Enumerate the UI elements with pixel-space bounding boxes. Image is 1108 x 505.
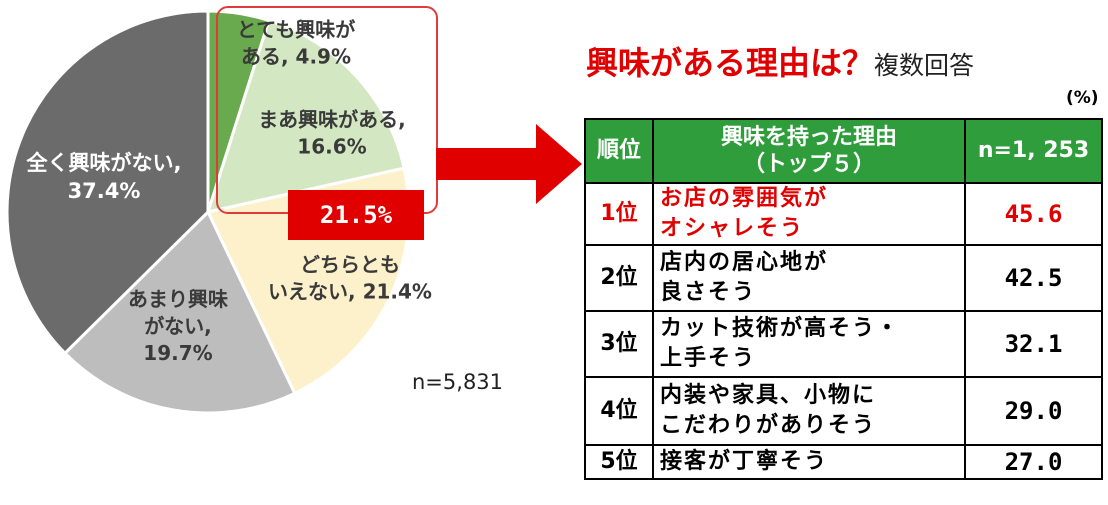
header-value: n=1, 253 xyxy=(964,118,1103,184)
row-rank: 3位 xyxy=(584,310,654,378)
table-row: 4位 内装や家具、小物に こだわりがありそう 29.0 xyxy=(584,376,1103,446)
pie-label-line: 37.4% xyxy=(68,179,141,203)
table-row: 3位 カット技術が高そう・ 上手そう 32.1 xyxy=(584,310,1103,378)
table-title: 興味がある理由は？複数回答 xyxy=(586,38,974,84)
row-reason: 店内の居心地が 良さそう xyxy=(652,244,966,312)
row-reason-line: 上手そう xyxy=(660,346,757,371)
pie-label-line: あまり興味 xyxy=(128,287,228,311)
pie-label-line: いえない, 21.4% xyxy=(268,280,432,304)
row-value: 42.5 xyxy=(964,244,1103,312)
pie-label-line: 19.7% xyxy=(143,341,212,365)
table-row: 5位 接客が丁寧そう 27.0 xyxy=(584,444,1103,480)
row-reason-line: 良さそう xyxy=(660,280,757,305)
pie-slice-label: どちらともいえない, 21.4% xyxy=(268,253,432,304)
row-value: 27.0 xyxy=(964,444,1103,480)
row-value: 45.6 xyxy=(964,182,1103,246)
row-reason-line: こだわりがありそう xyxy=(660,413,877,438)
table-title-main: 興味がある理由は？ xyxy=(586,44,875,82)
pie-slice-label: あまり興味がない, 19.7% xyxy=(128,287,228,365)
row-reason-line: 店内の居心地が xyxy=(660,250,829,275)
pie-slice xyxy=(205,18,406,215)
table-header-row: 順位 興味を持った理由 （トップ５） n=1, 253 xyxy=(584,118,1103,184)
row-rank: 5位 xyxy=(584,444,654,480)
row-rank: 2位 xyxy=(584,244,654,312)
pie-slice-label: 全く興味がない, 37.4% xyxy=(26,151,182,203)
row-rank: 1位 xyxy=(584,182,654,246)
row-value: 29.0 xyxy=(964,376,1103,446)
row-reason-line: お店の雰囲気が xyxy=(660,186,829,211)
pie-slice xyxy=(62,209,297,415)
row-reason: カット技術が高そう・ 上手そう xyxy=(652,310,966,378)
pie-slice-label: まあ興味がある, 16.6% xyxy=(258,108,406,159)
pie-label-line: がない, xyxy=(144,314,212,338)
table-unit: (%) xyxy=(1066,88,1099,108)
header-reason: 興味を持った理由 （トップ５） xyxy=(652,118,966,184)
row-rank: 4位 xyxy=(584,376,654,446)
header-reason-line: 興味を持った理由 xyxy=(720,124,897,150)
pie-labels: とても興味がある, 4.9% まあ興味がある, 16.6% どちらともいえない, 21… xyxy=(26,18,432,366)
table-title-sub: 複数回答 xyxy=(874,51,975,80)
row-reason: 内装や家具、小物に こだわりがありそう xyxy=(652,376,966,446)
table-row: 2位 店内の居心地が 良さそう 42.5 xyxy=(584,244,1103,312)
pie-sample-size: n=5,831 xyxy=(412,370,504,394)
interest-highlight-box xyxy=(216,6,438,214)
table-row: 1位 お店の雰囲気が オシャレそう 45.6 xyxy=(584,182,1103,246)
pie-slice xyxy=(5,9,210,356)
red-arrow-icon xyxy=(436,124,582,204)
pie-label-line: とても興味が xyxy=(237,18,355,42)
row-reason-line: オシャレそう xyxy=(660,216,805,241)
row-value: 32.1 xyxy=(964,310,1103,378)
header-reason-line: （トップ５） xyxy=(742,152,875,177)
reasons-table: 順位 興味を持った理由 （トップ５） n=1, 253 1位 お店の雰囲気が オ… xyxy=(584,118,1103,480)
row-reason-line: 内装や家具、小物に xyxy=(660,383,877,408)
row-reason: お店の雰囲気が オシャレそう xyxy=(652,182,966,246)
row-reason-line: 接客が丁寧そう xyxy=(660,449,829,474)
row-reason-line: カット技術が高そう・ xyxy=(660,316,901,341)
interest-total-badge: 21.5% xyxy=(288,190,424,240)
header-rank: 順位 xyxy=(584,118,654,184)
pie-label-line: どちらとも xyxy=(300,253,400,277)
pie-label-line: まあ興味がある, xyxy=(258,108,406,132)
pie-label-line: 全く興味がない, xyxy=(26,151,182,175)
pie-label-line: 16.6% xyxy=(297,135,366,159)
pie-label-line: ある, 4.9% xyxy=(241,45,351,69)
row-reason: 接客が丁寧そう xyxy=(652,444,966,480)
pie-slice-label: とても興味がある, 4.9% xyxy=(237,18,355,69)
